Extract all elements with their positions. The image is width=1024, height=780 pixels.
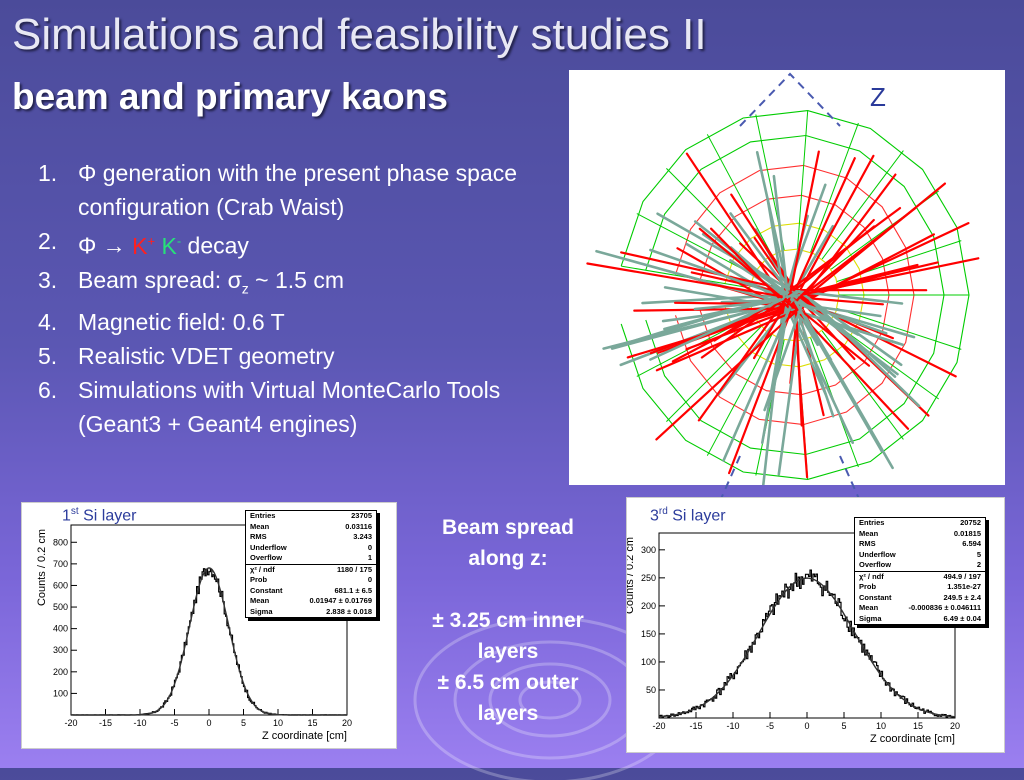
x-tick-label: 15 [307, 718, 317, 728]
y-axis-label: Counts / 0.2 cm [36, 529, 48, 606]
stats-row: Mean-0.000836 ± 0.046111 [855, 603, 985, 614]
x-tick-label: 20 [342, 718, 352, 728]
y-tick-label: 250 [641, 573, 656, 583]
x-axis-label: Z coordinate [cm] [262, 730, 347, 742]
z-axis-label: Z [870, 82, 886, 113]
x-tick-label: 10 [273, 718, 283, 728]
x-tick-label: 15 [913, 721, 923, 731]
list-item: 2.Φ → K+ K- decay [38, 224, 538, 263]
x-tick-label: -10 [726, 721, 739, 731]
y-tick-label: 700 [53, 559, 68, 569]
y-tick-label: 150 [641, 629, 656, 639]
layer3-label: 3rd Si layer [650, 506, 726, 525]
slide-title: Simulations and feasibility studies II [12, 10, 707, 60]
y-tick-label: 300 [53, 645, 68, 655]
x-tick-label: 20 [950, 721, 960, 731]
list-item: 3.Beam spread: σz ~ 1.5 cm [38, 263, 538, 306]
y-tick-label: 100 [53, 688, 68, 698]
x-tick-label: -15 [689, 721, 702, 731]
beam-spread-text: Beam spread along z: ± 3.25 cm inner lay… [400, 512, 616, 729]
x-tick-label: 10 [876, 721, 886, 731]
y-tick-label: 300 [641, 545, 656, 555]
y-tick-label: 100 [641, 657, 656, 667]
x-tick-label: 0 [206, 718, 211, 728]
layer1-label: 1st Si layer [62, 506, 136, 525]
layer1-histogram-panel: -20 -15 -10 -5 0 5 10 15 20 100 200 300 400 500 600 700… [21, 502, 397, 749]
y-tick-label: 400 [53, 624, 68, 634]
list-item: 6.Simulations with Virtual MonteCarlo To… [38, 373, 538, 441]
x-tick-label: -10 [133, 718, 146, 728]
x-tick-label: 5 [241, 718, 246, 728]
y-tick-label: 800 [53, 537, 68, 547]
z-axis-dashed [700, 66, 880, 506]
x-tick-label: -5 [170, 718, 178, 728]
steps-list: 1.Φ generation with the present phase sp… [38, 156, 538, 441]
slide-subtitle: beam and primary kaons [12, 76, 448, 118]
x-tick-label: -15 [99, 718, 112, 728]
x-tick-label: -20 [652, 721, 665, 731]
list-item: 4.Magnetic field: 0.6 T [38, 305, 538, 339]
y-tick-label: 200 [53, 667, 68, 677]
x-tick-label: 0 [804, 721, 809, 731]
y-tick-label: 50 [646, 685, 656, 695]
y-axis-label: Counts / 0.2 cm [627, 537, 636, 614]
y-tick-label: 500 [53, 602, 68, 612]
layer3-histogram-panel: -20 -15 -10 -5 0 5 10 15 20 50 100 150 200 250 300 Z co… [626, 497, 1005, 753]
list-item: 5.Realistic VDET geometry [38, 339, 538, 373]
list-item: 1.Φ generation with the present phase sp… [38, 156, 538, 224]
y-tick-label: 600 [53, 580, 68, 590]
x-tick-label: 5 [841, 721, 846, 731]
y-tick-label: 200 [641, 601, 656, 611]
x-tick-label: -5 [766, 721, 774, 731]
x-tick-label: -20 [64, 718, 77, 728]
x-axis-label: Z coordinate [cm] [870, 733, 955, 745]
